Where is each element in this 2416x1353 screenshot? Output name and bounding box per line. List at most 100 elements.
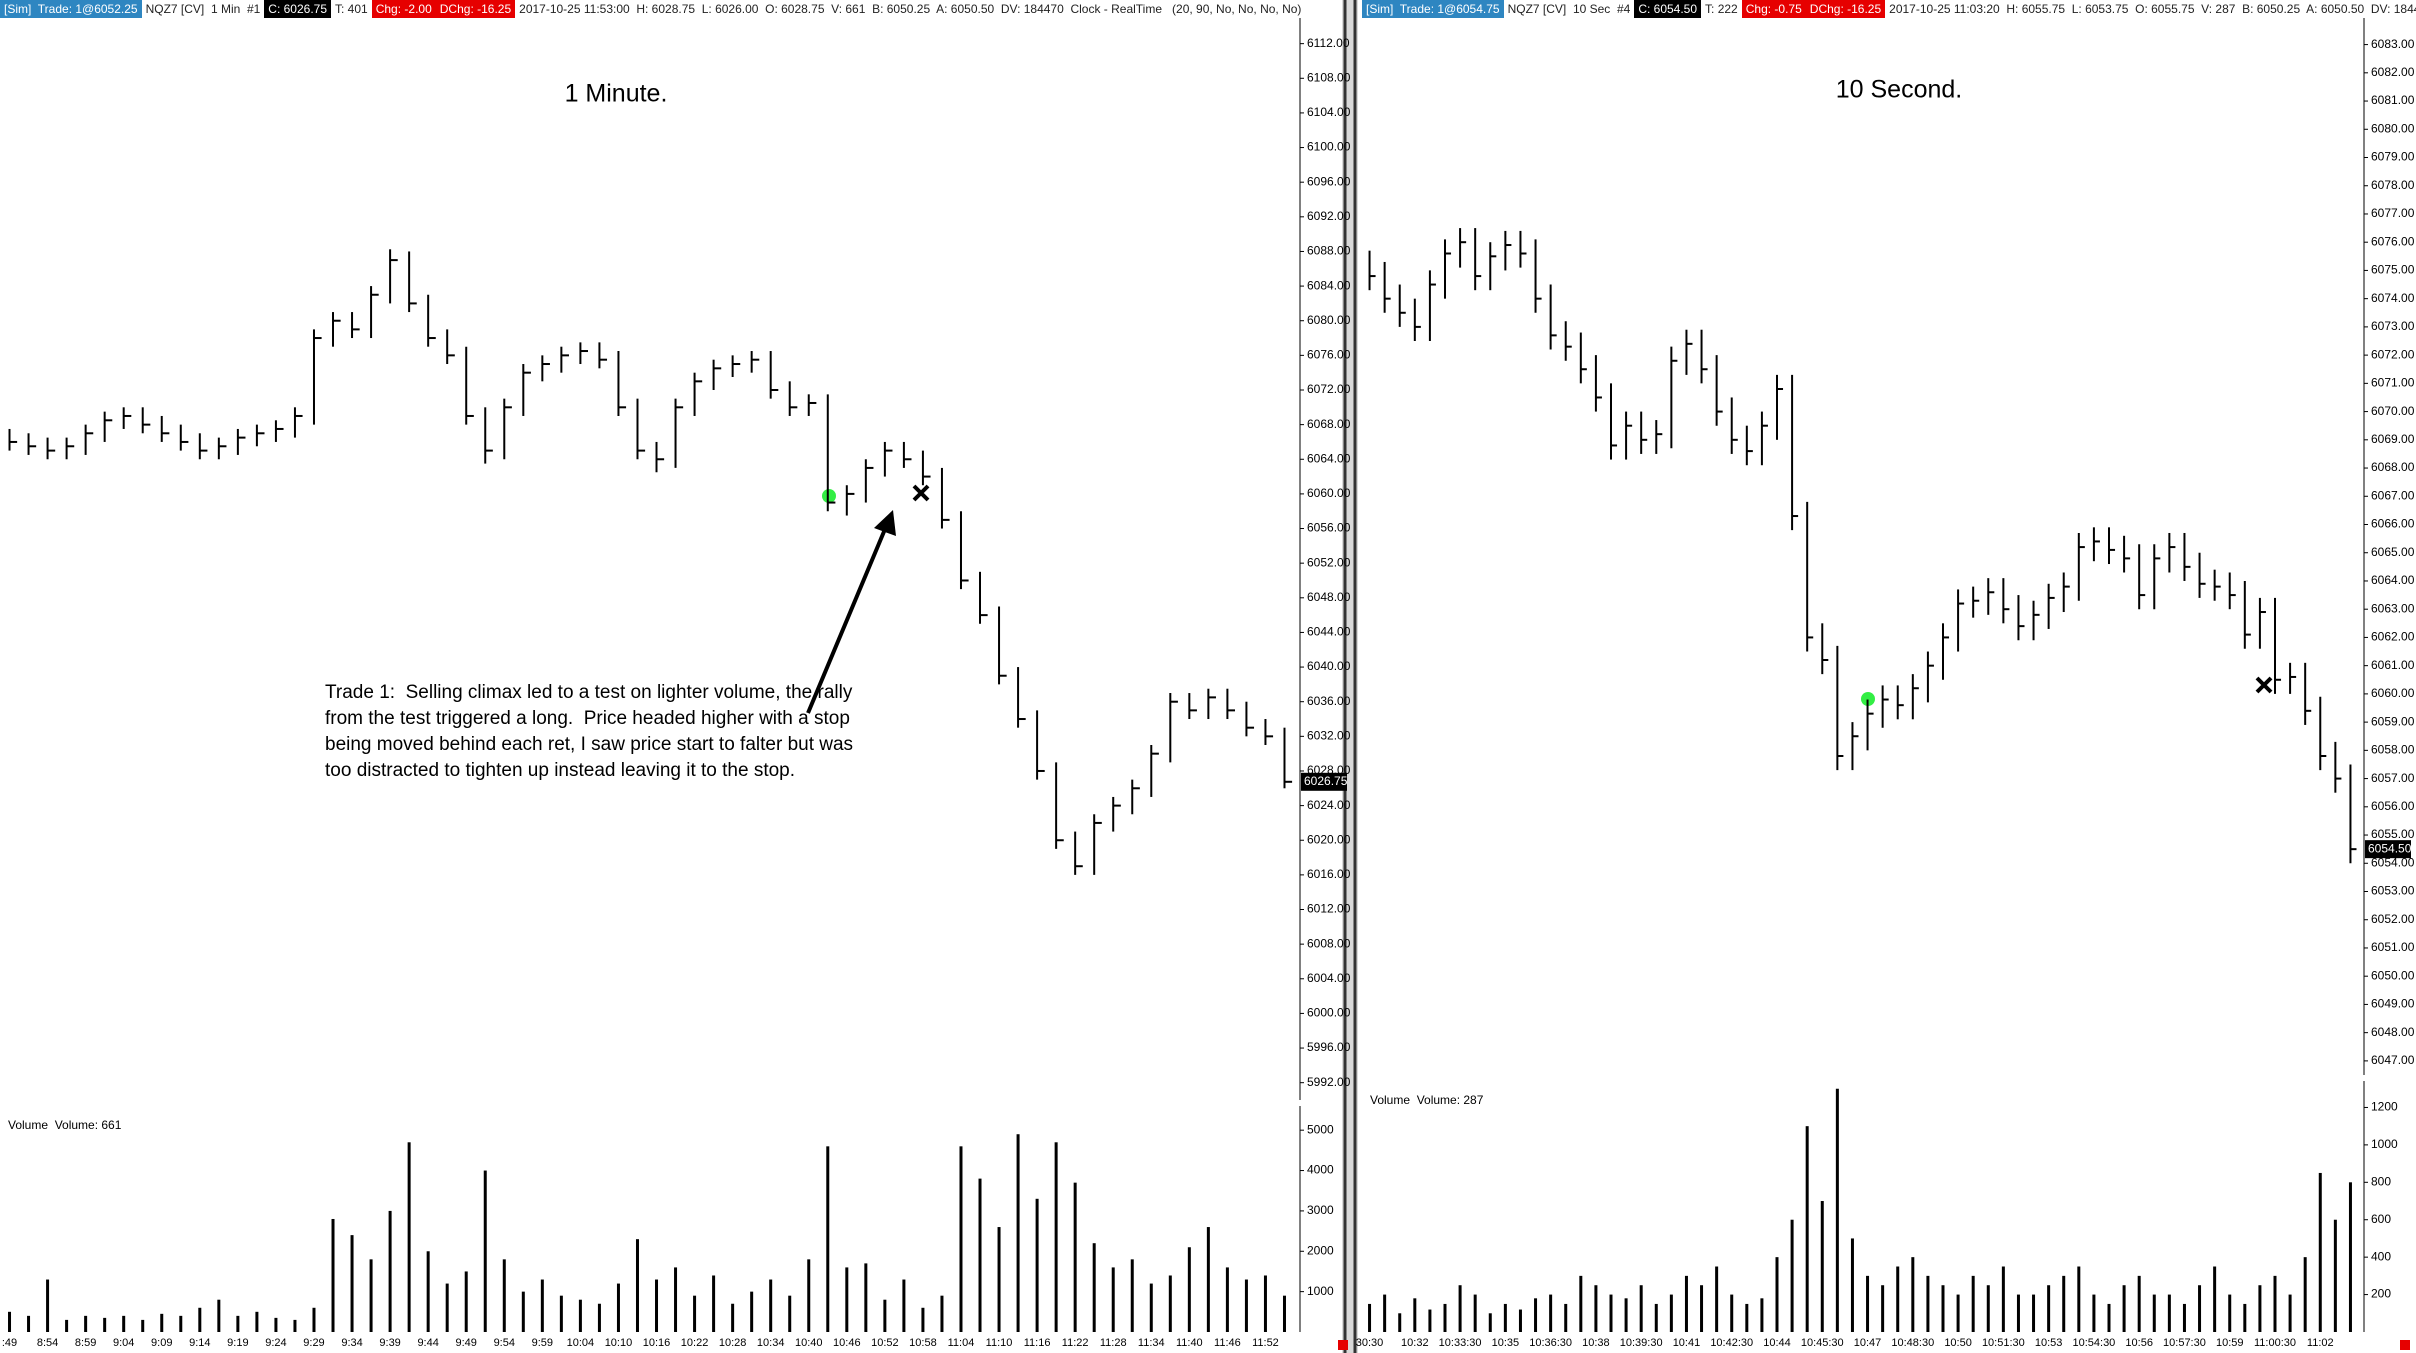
x-tick-label: 9:04	[113, 1337, 134, 1349]
status-item: T: 401	[335, 2, 368, 16]
volume-bar	[1624, 1298, 1628, 1332]
x-tick-label: 10:51:30	[1982, 1337, 2025, 1349]
y-tick-label: 6044.00	[1307, 625, 1351, 639]
x-tick-label: 10:56	[2125, 1337, 2153, 1349]
x-tick-label: 9:49	[456, 1337, 477, 1349]
volume-bar	[445, 1283, 449, 1332]
volume-bar	[2318, 1172, 2322, 1332]
y-tick-label: 6049.00	[2371, 997, 2415, 1011]
volume-bar	[1760, 1298, 1764, 1332]
y-tick-label: 6079.00	[2371, 150, 2415, 164]
entry-marker	[1861, 692, 1875, 706]
volume-bar	[2167, 1294, 2171, 1332]
x-tick-label: 11:02	[2307, 1337, 2334, 1349]
volume-bar	[1850, 1238, 1854, 1332]
y-tick-label: 1000	[1307, 1284, 1334, 1298]
volume-bar	[1775, 1257, 1779, 1332]
status-item: [Sim] Trade: 1@6054.75	[1362, 0, 1504, 18]
volume-bar	[902, 1279, 906, 1332]
y-tick-label: 6048.00	[2371, 1025, 2415, 1039]
y-tick-label: 6070.00	[2371, 404, 2415, 418]
volume-bar	[1896, 1266, 1900, 1332]
volume-bar	[1263, 1275, 1267, 1332]
status-item: C: 6054.50	[1634, 0, 1702, 18]
volume-bar	[2107, 1303, 2111, 1332]
x-tick-label: 10:50	[1944, 1337, 1972, 1349]
y-tick-label: 6067.00	[2371, 488, 2415, 502]
x-tick-label: 11:34	[1138, 1337, 1165, 1349]
y-tick-label: 5996.00	[1307, 1040, 1351, 1054]
x-tick-label: :49	[2, 1337, 17, 1349]
x-tick-label: 10:34	[757, 1337, 785, 1349]
chart-title: 10 Second.	[1836, 76, 1963, 104]
x-tick-label: 10:38	[1582, 1337, 1610, 1349]
volume-bar	[616, 1283, 620, 1332]
volume-bar	[369, 1259, 373, 1332]
status-item: NQZ7 [CV] 1 Min #1	[145, 2, 261, 16]
y-tick-label: 6069.00	[2371, 432, 2415, 446]
volume-bar	[1225, 1267, 1229, 1332]
volume-bar	[578, 1299, 582, 1332]
y-tick-label: 6061.00	[2371, 658, 2415, 672]
x-tick-label: 10:58	[909, 1337, 937, 1349]
y-tick-label: 400	[2371, 1249, 2391, 1263]
volume-bar	[236, 1315, 240, 1332]
volume-bar	[597, 1303, 601, 1332]
volume-bar	[217, 1299, 221, 1332]
volume-bar	[845, 1267, 849, 1332]
chart-title: 1 Minute.	[565, 80, 668, 108]
y-tick-label: 6057.00	[2371, 771, 2415, 785]
x-tick-label: 9:59	[532, 1337, 553, 1349]
annotation-text: being moved behind each ret, I saw price…	[325, 734, 853, 755]
volume-bar	[1715, 1266, 1719, 1332]
volume-bar	[2016, 1294, 2020, 1332]
last-price-box	[1301, 772, 1347, 791]
y-tick-label: 4000	[1307, 1163, 1334, 1177]
x-tick-label: 10:16	[643, 1337, 671, 1349]
y-tick-label: 800	[2371, 1174, 2391, 1188]
annotation-arrow	[806, 521, 890, 714]
volume-bar	[426, 1251, 430, 1332]
annotation-text: too distracted to tighten up instead lea…	[325, 760, 795, 781]
y-tick-label: 200	[2371, 1287, 2391, 1301]
annotation-text: from the test triggered a long. Price he…	[325, 708, 850, 729]
x-tick-label: 10:39:30	[1620, 1337, 1663, 1349]
x-tick-label: 9:24	[265, 1337, 286, 1349]
volume-bar	[521, 1291, 525, 1332]
y-tick-label: 6051.00	[2371, 940, 2415, 954]
y-tick-label: 6060.00	[2371, 686, 2415, 700]
volume-bar	[1669, 1294, 1673, 1332]
x-tick-label: 11:52	[1252, 1337, 1279, 1349]
volume-bar	[807, 1259, 811, 1332]
status-item: 2017-10-25 11:03:20 H: 6055.75 L: 6053.7…	[1889, 2, 2416, 16]
volume-bar	[312, 1307, 316, 1332]
x-tick-label: 9:19	[227, 1337, 248, 1349]
y-tick-label: 6076.00	[2371, 234, 2415, 248]
x-tick-label: 10:54:30	[2072, 1337, 2115, 1349]
x-tick-label: 10:52	[871, 1337, 899, 1349]
y-tick-label: 6032.00	[1307, 729, 1351, 743]
y-tick-label: 6060.00	[1307, 486, 1351, 500]
x-tick-label: 10:10	[605, 1337, 633, 1349]
volume-bar	[1881, 1285, 1885, 1332]
volume-bar	[1745, 1303, 1749, 1332]
volume-bar	[122, 1315, 126, 1332]
x-tick-label: 11:28	[1100, 1337, 1127, 1349]
volume-bar	[1503, 1303, 1507, 1332]
volume-bar	[2258, 1285, 2262, 1332]
y-tick-label: 6073.00	[2371, 319, 2415, 333]
x-tick-label: 10:47	[1854, 1337, 1882, 1349]
y-tick-label: 600	[2371, 1212, 2391, 1226]
volume-bar	[388, 1210, 392, 1332]
x-tick-label: 10:42:30	[1710, 1337, 1753, 1349]
volume-bar	[1518, 1309, 1522, 1332]
volume-bar	[1579, 1275, 1583, 1332]
y-tick-label: 6058.00	[2371, 743, 2415, 757]
x-tick-label: 10:33:30	[1439, 1337, 1482, 1349]
volume-bar	[826, 1146, 830, 1332]
y-tick-label: 6065.00	[2371, 545, 2415, 559]
volume-bar	[8, 1311, 12, 1332]
x-tick-label: 8:59	[75, 1337, 96, 1349]
volume-bar	[1149, 1283, 1153, 1332]
